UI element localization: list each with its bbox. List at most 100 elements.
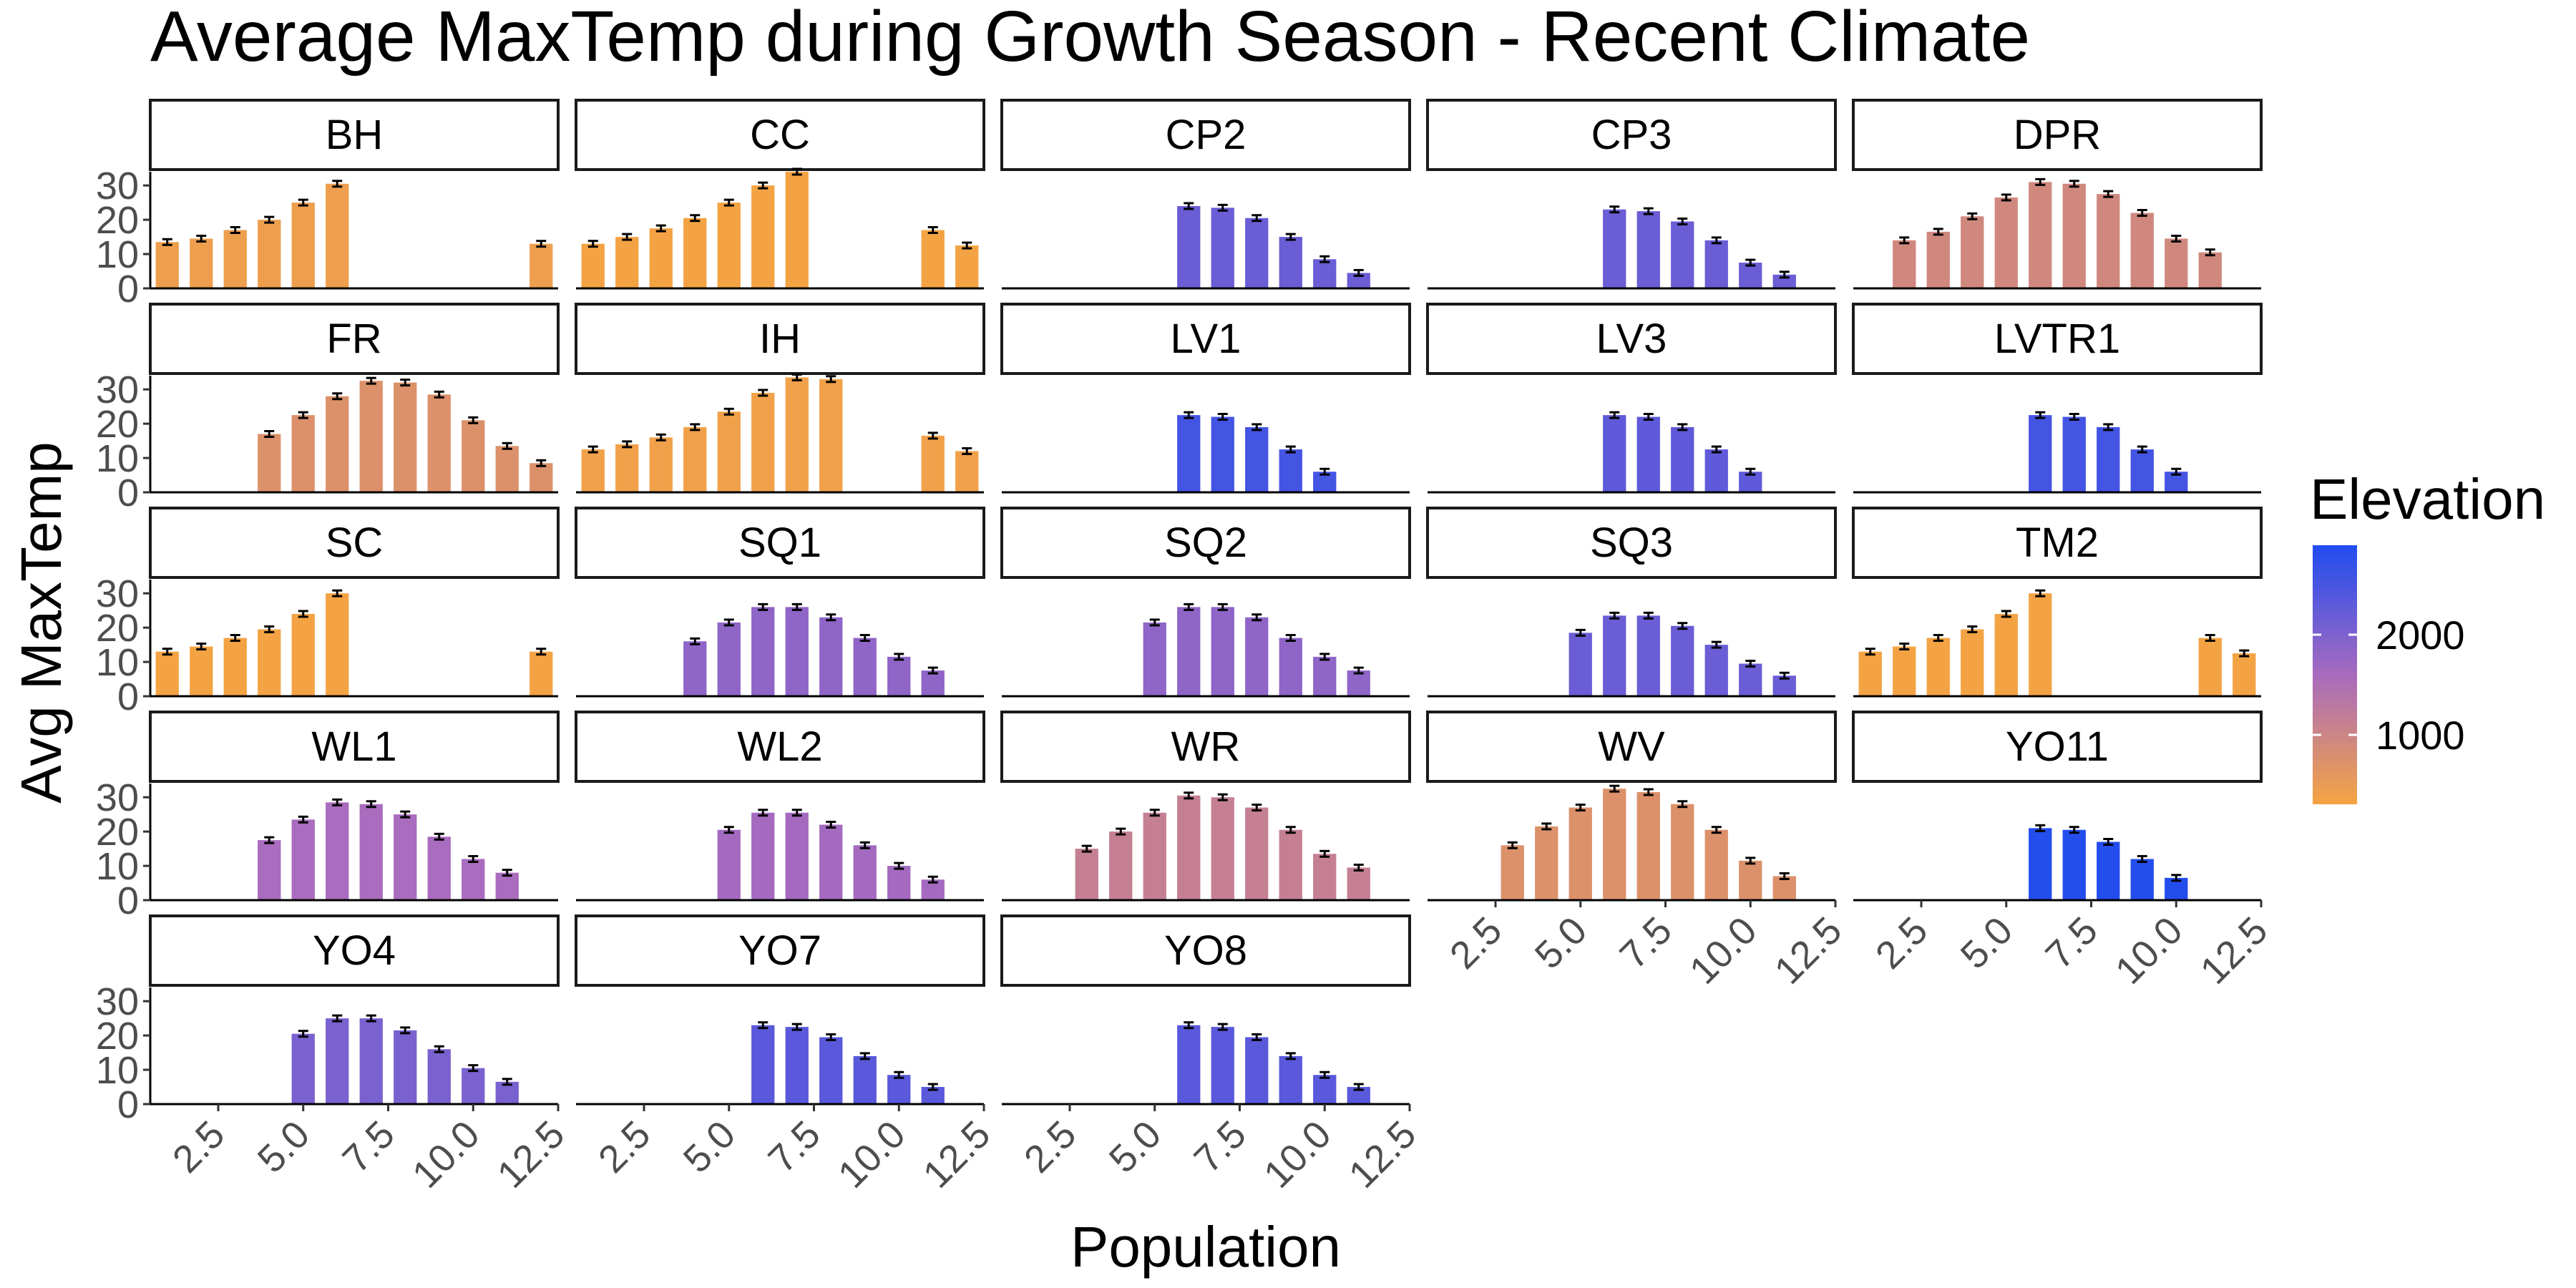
- bar: [1568, 807, 1592, 900]
- panel-cc: CC: [575, 99, 985, 290]
- panel-cp2: CP2: [1000, 99, 1411, 290]
- bar: [2165, 238, 2188, 288]
- x-tick-label: 10.0: [1682, 909, 1765, 992]
- bar: [1279, 829, 1302, 900]
- y-tick-label: 20: [96, 811, 139, 854]
- bar: [955, 451, 979, 492]
- bar: [853, 845, 877, 900]
- bar: [1075, 849, 1098, 900]
- bar: [1671, 426, 1694, 492]
- bar: [853, 638, 877, 696]
- bar: [291, 819, 315, 900]
- panel-yo7: YO7 2.5 5.0 7.5 10.0 12.5: [575, 914, 998, 1196]
- facet-label: LV1: [1171, 316, 1241, 362]
- bar: [785, 607, 809, 696]
- facet-strip: [1000, 711, 1411, 783]
- facet-label: CC: [750, 112, 810, 158]
- bar: [1279, 237, 1302, 288]
- facet-label: SC: [326, 519, 384, 566]
- panel-lv1: LV1: [1000, 303, 1411, 494]
- bar: [1858, 651, 1882, 696]
- bar: [1603, 209, 1626, 288]
- bar: [955, 245, 979, 288]
- bar: [2198, 638, 2222, 696]
- panel-sq3: SQ3: [1426, 507, 1837, 698]
- x-tick-label: 5.0: [250, 1113, 318, 1181]
- bar: [1994, 613, 2018, 696]
- y-tick-label: 20: [96, 403, 139, 446]
- bar: [887, 866, 911, 900]
- bar: [1143, 622, 1166, 696]
- facet-strip: [1852, 99, 2263, 171]
- facet-strip: [575, 914, 985, 987]
- bar: [921, 670, 945, 696]
- panel-sq1: SQ1: [575, 507, 985, 698]
- bar: [1739, 663, 1762, 696]
- legend-tick-2000: 2000: [2376, 613, 2465, 658]
- bar: [427, 1049, 451, 1104]
- y-tick-label: 10: [96, 845, 139, 888]
- bar: [581, 449, 605, 492]
- facet-strip: [149, 507, 560, 579]
- bar: [258, 629, 281, 696]
- facet-strip: [1852, 711, 2263, 783]
- bar: [394, 382, 417, 492]
- x-tick-label: 10.0: [1256, 1113, 1340, 1196]
- bar: [1177, 795, 1201, 900]
- bar: [1893, 646, 1916, 696]
- bar: [751, 392, 775, 492]
- bar: [2062, 829, 2086, 900]
- bar: [1961, 216, 1984, 288]
- bar: [1347, 1087, 1370, 1104]
- bar: [819, 824, 843, 900]
- facet-strip: [575, 99, 985, 171]
- facet-strip: [149, 914, 560, 987]
- bar: [1739, 860, 1762, 900]
- y-tick-label: 10: [96, 1049, 139, 1092]
- bar: [326, 183, 349, 288]
- bar: [1893, 240, 1916, 288]
- y-tick-label: 10: [96, 233, 139, 276]
- bar: [359, 804, 383, 900]
- bar: [615, 237, 639, 288]
- bar: [326, 396, 349, 492]
- bar: [223, 638, 247, 696]
- facet-strip: [1000, 99, 1411, 171]
- bar: [2097, 841, 2120, 900]
- facet-label: YO4: [313, 927, 396, 974]
- panel-wl2: WL2: [575, 711, 985, 902]
- bar: [1961, 629, 1984, 696]
- facet-strip: [1426, 99, 1837, 171]
- y-tick-label: 20: [96, 199, 139, 242]
- bar: [1704, 449, 1728, 492]
- facet-strip: [1852, 507, 2263, 579]
- bar: [2029, 593, 2052, 696]
- bar: [258, 434, 281, 492]
- bar: [155, 651, 179, 696]
- bar: [462, 1068, 485, 1104]
- x-tick-label: 12.5: [1341, 1113, 1425, 1196]
- bar: [581, 243, 605, 288]
- bar: [2130, 859, 2154, 900]
- legend-title: Elevation: [2310, 467, 2545, 531]
- bar: [1279, 638, 1302, 696]
- bar: [751, 185, 775, 288]
- bar: [1603, 615, 1626, 696]
- facet-label: SQ1: [738, 519, 821, 566]
- facet-strip: [1000, 507, 1411, 579]
- facet-label: YO7: [738, 927, 821, 974]
- bar: [1245, 426, 1269, 492]
- bar: [1926, 638, 1950, 696]
- facet-label: FR: [326, 316, 381, 362]
- bar: [1211, 208, 1234, 288]
- facet-strip: [1426, 507, 1837, 579]
- bar: [291, 203, 315, 288]
- facet-label: LV3: [1596, 316, 1667, 362]
- y-tick-label: 30: [96, 369, 139, 411]
- bar: [1636, 416, 1660, 492]
- panel-tm2: TM2: [1852, 507, 2263, 698]
